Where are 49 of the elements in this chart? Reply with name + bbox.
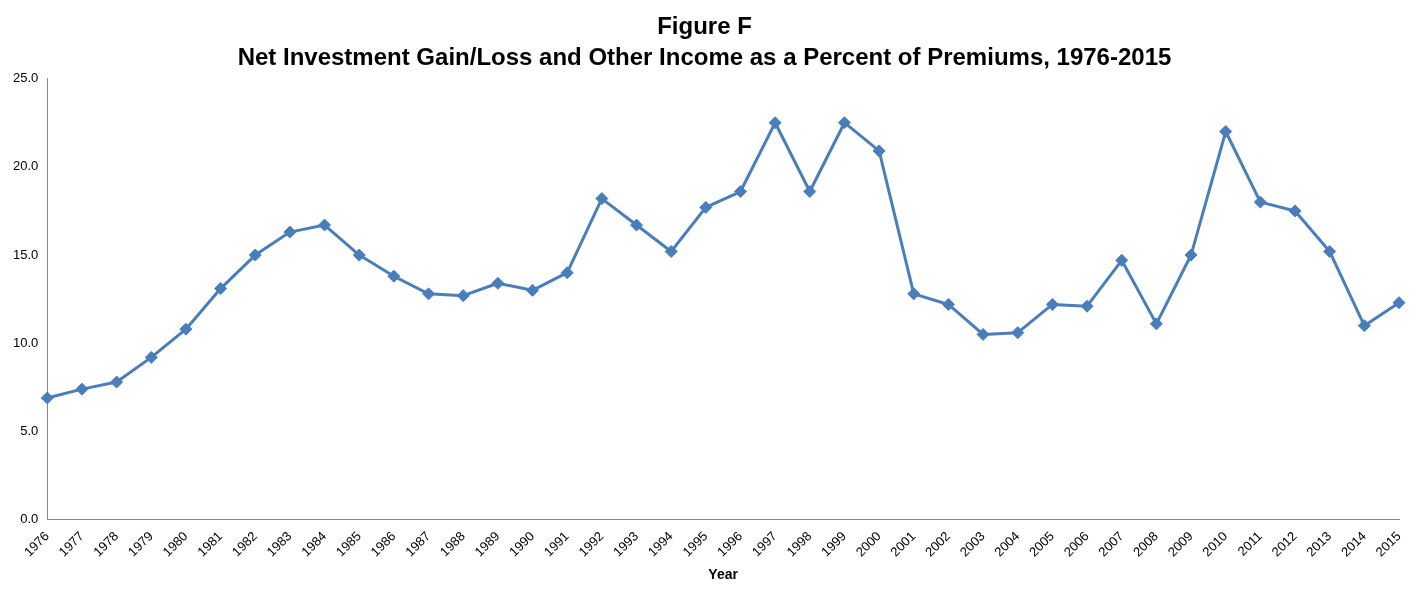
point [387,269,401,283]
point [699,200,713,214]
point [941,297,955,311]
point [595,192,609,206]
point [1115,253,1129,267]
point [40,391,54,405]
point [803,185,817,199]
point [248,248,262,262]
point [144,350,158,364]
point [768,116,782,130]
point [283,225,297,239]
point [352,248,366,262]
point [422,287,436,301]
point [1080,299,1094,313]
point [1184,248,1198,262]
point [1392,296,1406,310]
x-axis-title: Year [708,566,739,583]
point [75,382,89,396]
point [733,185,747,199]
point [456,289,470,303]
point [1357,319,1371,333]
point [318,218,332,232]
point [630,218,643,232]
point [872,144,886,158]
point [1149,317,1163,331]
y-tick-label: 15.0 [12,246,39,262]
y-tick-label: 5.0 [20,423,39,439]
point [1219,125,1233,139]
point [837,116,851,130]
point [1288,204,1302,218]
point [179,322,193,336]
y-tick-label: 25.0 [12,70,39,86]
point [110,375,124,389]
point [491,276,505,290]
chart-subtitle: Net Investment Gain/Loss and Other Income as a Percent of Premiums, 1976-2015 [237,42,1172,70]
point [1323,245,1337,259]
point [1253,195,1267,209]
point [907,287,921,301]
point [1045,297,1059,311]
point [1011,326,1025,340]
y-tick-label: 10.0 [12,334,39,350]
y-tick-label: 0.0 [20,511,39,527]
point [526,283,540,297]
point [560,266,574,280]
chart-title: Figure F [657,12,752,40]
y-tick-label: 20.0 [12,158,39,174]
point [664,245,678,259]
point [976,327,990,341]
point [214,282,228,296]
